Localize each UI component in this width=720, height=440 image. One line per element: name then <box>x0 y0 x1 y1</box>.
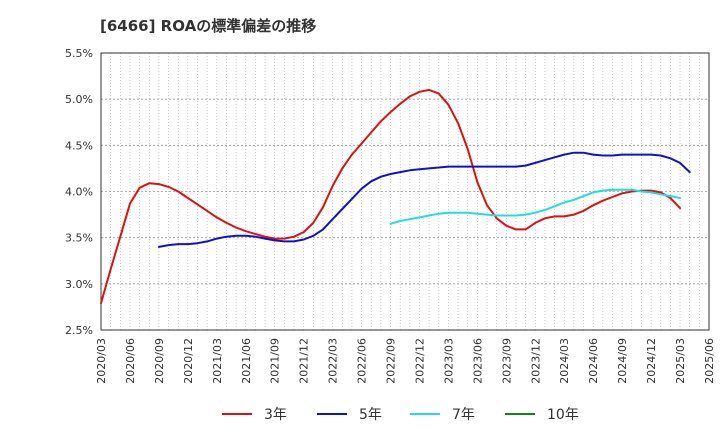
legend-label: 7年 <box>452 407 475 423</box>
y-tick-label: 4.5% <box>65 139 93 152</box>
legend-label: 10年 <box>547 407 579 423</box>
x-tick-label: 2024/09 <box>616 338 629 384</box>
legend-label: 3年 <box>264 407 287 423</box>
series-line <box>389 188 681 225</box>
x-tick-label: 2022/03 <box>327 338 340 384</box>
x-tick-label: 2022/09 <box>385 338 398 384</box>
x-axis: 2020/03 2020/06 2020/09 2020/12 2021/03 2021/… <box>95 338 716 384</box>
series-7y <box>389 188 681 225</box>
x-tick-label: 2023/06 <box>471 338 484 384</box>
series-3y <box>100 88 681 305</box>
x-tick-label: 2024/06 <box>587 338 600 384</box>
series-5y <box>157 151 691 248</box>
x-tick-label: 2021/12 <box>298 338 311 384</box>
y-tick-label: 2.5% <box>65 324 93 337</box>
x-tick-label: 2022/06 <box>356 338 369 384</box>
x-tick-label: 2020/03 <box>95 338 108 384</box>
x-tick-label: 2025/06 <box>703 338 716 384</box>
chart-title: [6466] ROAの標準偏差の推移 <box>100 17 316 35</box>
x-tick-label: 2020/06 <box>124 338 137 384</box>
y-tick-label: 4.0% <box>65 186 93 199</box>
x-tick-label: 2021/06 <box>240 338 253 384</box>
x-tick-label: 2023/12 <box>529 338 542 384</box>
x-tick-label: 2023/03 <box>442 338 455 384</box>
series-layer <box>100 88 691 305</box>
x-tick-label: 2024/03 <box>558 338 571 384</box>
plot-frame <box>100 52 710 331</box>
plot-area <box>100 52 710 331</box>
series-line <box>100 88 681 305</box>
x-tick-label: 2024/12 <box>645 338 658 384</box>
y-tick-label: 3.0% <box>65 278 93 291</box>
series-line <box>157 151 691 248</box>
legend: 3年 5年 7年 10年 <box>222 407 579 423</box>
y-tick-label: 5.5% <box>65 47 93 60</box>
y-tick-label: 5.0% <box>65 93 93 106</box>
x-tick-label: 2021/03 <box>211 338 224 384</box>
x-tick-label: 2022/12 <box>413 338 426 384</box>
x-tick-label: 2025/03 <box>674 338 687 384</box>
x-tick-label: 2020/09 <box>153 338 166 384</box>
legend-label: 5年 <box>359 407 382 423</box>
y-tick-label: 3.5% <box>65 232 93 245</box>
x-tick-label: 2023/09 <box>500 338 513 384</box>
y-axis: 2.5% 3.0% 3.5% 4.0% 4.5% 5.0% 5.5% <box>65 47 93 337</box>
x-tick-label: 2021/09 <box>269 338 282 384</box>
x-tick-label: 2020/12 <box>182 338 195 384</box>
